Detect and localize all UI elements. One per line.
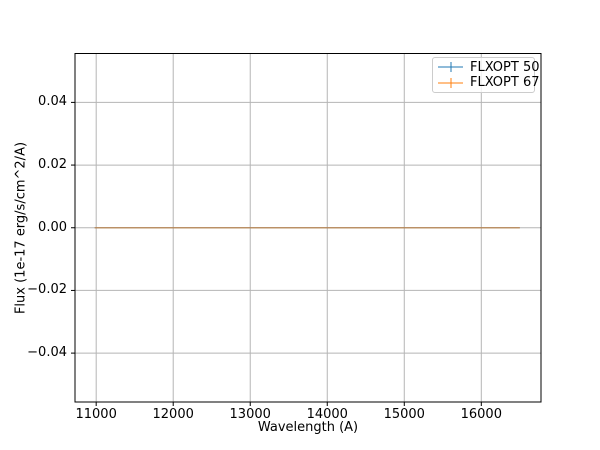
x-tick-label: 15000 [383,407,425,422]
x-tick-label: 16000 [460,407,502,422]
legend-entry-flxopt-67: FLXOPT 67 [438,75,539,90]
legend-label-flxopt-50: FLXOPT 50 [470,59,540,75]
x-tick-label: 11000 [75,407,117,422]
legend-entry-flxopt-50: FLXOPT 50 [438,60,539,75]
x-tick-label: 13000 [229,407,271,422]
errorbar-handle-icon [438,61,463,73]
legend: FLXOPT 50 FLXOPT 67 [432,57,539,93]
legend-label-flxopt-67: FLXOPT 67 [470,75,540,91]
y-tick-label: 0.00 [38,219,67,235]
y-tick-label: −0.02 [27,282,67,298]
y-tick-label: −0.04 [27,345,67,361]
x-axis-label: Wavelength (A) [257,420,359,435]
x-tick-label: 12000 [152,407,194,422]
errorbar-handle-icon [438,77,463,89]
y-tick-label: 0.02 [38,157,67,173]
y-tick-label: 0.04 [38,94,67,110]
x-tick-label: 14000 [306,407,348,422]
